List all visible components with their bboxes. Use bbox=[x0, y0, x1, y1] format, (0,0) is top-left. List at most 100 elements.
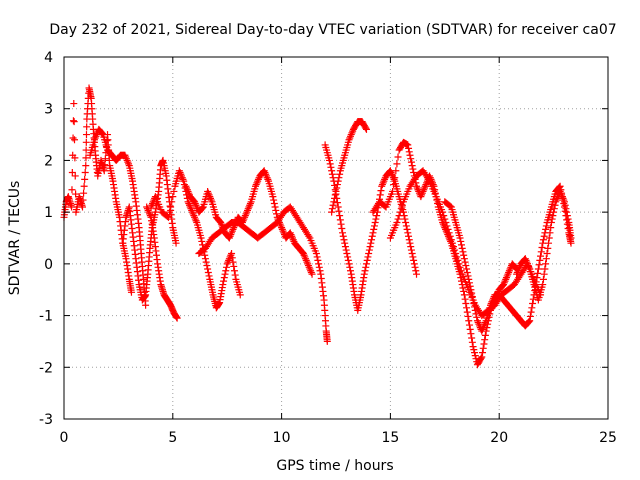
data-point bbox=[409, 165, 417, 173]
data-point bbox=[177, 170, 185, 178]
data-point bbox=[98, 130, 106, 138]
data-point bbox=[217, 218, 225, 226]
data-point bbox=[81, 175, 89, 183]
data-point bbox=[380, 177, 388, 185]
data-point bbox=[222, 263, 230, 271]
data-point bbox=[458, 244, 466, 252]
data-point bbox=[262, 172, 270, 180]
data-point bbox=[225, 234, 233, 242]
data-point bbox=[192, 217, 200, 225]
data-point bbox=[487, 300, 495, 308]
data-point bbox=[220, 277, 228, 285]
data-point bbox=[373, 212, 381, 220]
data-point bbox=[342, 246, 350, 254]
data-point bbox=[513, 270, 521, 278]
data-point bbox=[330, 198, 338, 206]
data-point bbox=[372, 215, 380, 223]
data-point bbox=[217, 220, 225, 228]
data-point bbox=[529, 300, 537, 308]
data-point bbox=[263, 174, 271, 182]
x-tick-label: 5 bbox=[168, 430, 177, 446]
data-point bbox=[241, 212, 249, 220]
data-point bbox=[539, 281, 547, 289]
data-point bbox=[334, 177, 342, 185]
data-point bbox=[254, 175, 262, 183]
data-point bbox=[463, 268, 471, 276]
data-point bbox=[547, 224, 555, 232]
data-point bbox=[467, 330, 475, 338]
data-point bbox=[333, 184, 341, 192]
data-point bbox=[539, 275, 547, 283]
data-point bbox=[547, 218, 555, 226]
data-point bbox=[71, 136, 79, 144]
data-point bbox=[93, 131, 101, 139]
data-point bbox=[527, 308, 535, 316]
data-point bbox=[549, 212, 557, 220]
data-point bbox=[260, 167, 268, 175]
data-point bbox=[459, 284, 467, 292]
data-point bbox=[172, 239, 180, 247]
data-point bbox=[280, 229, 288, 237]
data-point bbox=[540, 270, 548, 278]
grid-layer bbox=[64, 57, 608, 419]
data-point bbox=[505, 268, 513, 276]
data-point bbox=[70, 118, 78, 126]
data-point bbox=[299, 250, 307, 258]
data-point bbox=[550, 208, 558, 216]
x-tick-label: 15 bbox=[381, 430, 399, 446]
data-point bbox=[346, 134, 354, 142]
data-point bbox=[470, 300, 478, 308]
data-point bbox=[242, 210, 250, 218]
data-point bbox=[553, 196, 561, 204]
data-point bbox=[488, 298, 496, 306]
data-point bbox=[198, 205, 206, 213]
data-point bbox=[545, 239, 553, 247]
chart-title: Day 232 of 2021, Sidereal Day-to-day VTE… bbox=[49, 22, 616, 38]
data-point bbox=[333, 199, 341, 207]
data-point bbox=[481, 318, 489, 326]
data-point bbox=[468, 293, 476, 301]
data-point bbox=[344, 253, 352, 261]
data-point bbox=[145, 208, 153, 216]
series-track-8 bbox=[321, 141, 421, 314]
data-point bbox=[411, 263, 419, 271]
data-point bbox=[323, 337, 331, 345]
data-point bbox=[312, 250, 320, 258]
data-point bbox=[546, 229, 554, 237]
series-track-6 bbox=[182, 167, 316, 278]
data-point bbox=[407, 158, 415, 166]
data-point bbox=[422, 181, 430, 189]
data-point bbox=[463, 265, 471, 273]
data-point bbox=[456, 263, 464, 271]
data-point bbox=[166, 208, 174, 216]
data-point bbox=[479, 325, 487, 333]
data-point bbox=[98, 129, 106, 137]
data-point bbox=[398, 201, 406, 209]
data-point bbox=[370, 225, 378, 233]
data-point bbox=[506, 265, 514, 273]
data-point bbox=[271, 203, 279, 211]
data-point bbox=[307, 267, 315, 275]
series-track-2 bbox=[86, 125, 150, 309]
data-point bbox=[288, 232, 296, 240]
data-point bbox=[328, 205, 336, 213]
data-point bbox=[163, 212, 171, 220]
data-point bbox=[471, 303, 479, 311]
data-point bbox=[192, 201, 200, 209]
data-point bbox=[244, 205, 252, 213]
data-point bbox=[465, 317, 473, 325]
data-point bbox=[303, 258, 311, 266]
data-point bbox=[80, 182, 88, 190]
data-point bbox=[479, 349, 487, 357]
data-point bbox=[178, 172, 186, 180]
data-point bbox=[524, 318, 532, 326]
data-point bbox=[201, 255, 209, 263]
data-point bbox=[405, 144, 413, 152]
data-point bbox=[390, 181, 398, 189]
data-point bbox=[378, 181, 386, 189]
data-point bbox=[392, 167, 400, 175]
data-point bbox=[556, 187, 564, 195]
data-point bbox=[227, 231, 235, 239]
data-point bbox=[567, 234, 575, 242]
data-point bbox=[347, 131, 355, 139]
